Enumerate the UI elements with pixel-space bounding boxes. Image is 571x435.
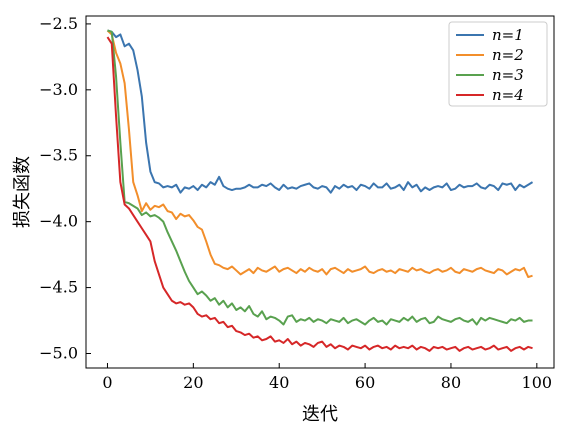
x-tick-label: 20 [183, 373, 203, 392]
y-tick-label: −2.5 [39, 14, 78, 33]
x-tick-label: 0 [102, 373, 112, 392]
series-layer [106, 29, 534, 352]
series-line-n3 [107, 29, 533, 326]
legend-label-n4: n=4 [492, 86, 524, 104]
y-tick-label: −5.0 [39, 343, 78, 362]
x-tick-label: 80 [441, 373, 461, 392]
series-line-n1 [107, 29, 534, 194]
x-tick-label: 40 [269, 373, 289, 392]
y-tick-label: −3.5 [39, 146, 78, 165]
y-axis-ticks: −2.5 −3.0 −3.5 −4.0 −4.5 −5.0 [39, 14, 91, 362]
y-tick-label: −4.5 [39, 278, 78, 297]
x-tick-label: 60 [355, 373, 375, 392]
plot-frame [85, 15, 555, 369]
series-line-n4 [106, 36, 533, 352]
series-line-n2 [106, 29, 533, 279]
legend-frame [448, 21, 548, 107]
legend: n=1 n=2 n=3 n=4 [448, 21, 548, 107]
x-tick-label: 100 [522, 373, 553, 392]
y-axis-label: 损失函数 [12, 156, 33, 228]
legend-label-n3: n=3 [492, 66, 524, 84]
legend-label-n2: n=2 [492, 46, 524, 64]
x-axis-label: 迭代 [302, 404, 338, 425]
y-tick-label: −4.0 [39, 212, 78, 231]
x-axis-ticks: 0 20 40 60 80 100 [102, 363, 552, 392]
legend-label-n1: n=1 [492, 26, 524, 44]
y-tick-label: −3.0 [39, 80, 78, 99]
